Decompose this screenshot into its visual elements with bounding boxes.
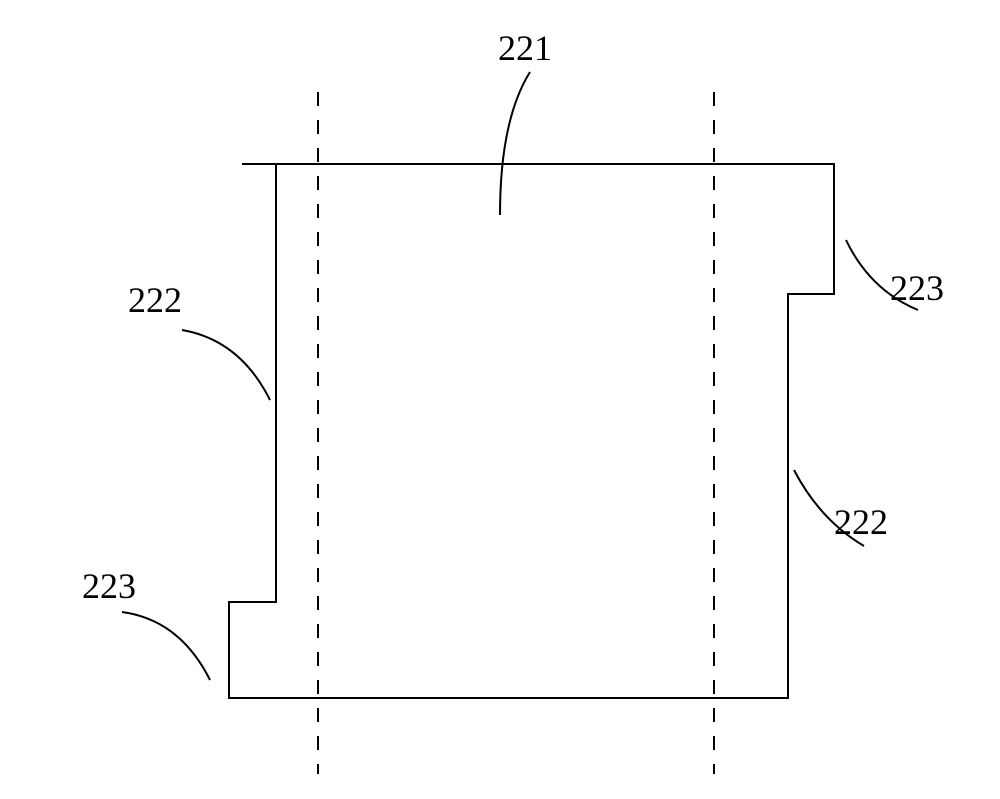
- label-222-right: 222: [834, 502, 888, 542]
- leader-223-left: [122, 612, 210, 680]
- part-outline: [229, 164, 834, 698]
- diagram-canvas: 221 222 222 223 223: [0, 0, 1000, 799]
- leader-222-left: [182, 330, 270, 400]
- label-221: 221: [498, 28, 552, 68]
- label-223-left: 223: [82, 566, 136, 606]
- label-222-left: 222: [128, 280, 182, 320]
- leader-221: [500, 72, 530, 215]
- label-223-right: 223: [890, 268, 944, 308]
